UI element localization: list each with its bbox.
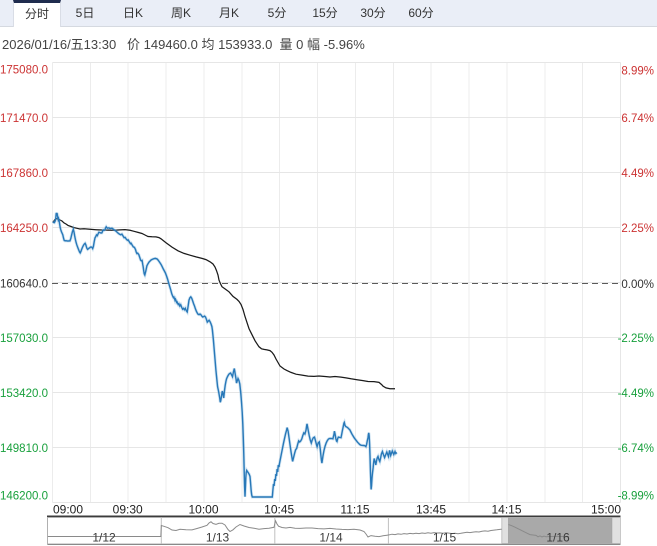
svg-text:171470.0: 171470.0 (0, 113, 48, 125)
svg-text:4.49%: 4.49% (621, 168, 654, 180)
svg-text:1/16: 1/16 (546, 531, 570, 545)
svg-text:146200.0: 146200.0 (0, 491, 48, 503)
svg-text:0.00%: 0.00% (621, 279, 654, 291)
svg-text:09:30: 09:30 (113, 503, 143, 517)
svg-text:11:15: 11:15 (340, 503, 369, 517)
svg-text:6.74%: 6.74% (621, 113, 654, 125)
svg-text:2.25%: 2.25% (621, 223, 654, 235)
svg-text:-2.25%: -2.25% (618, 333, 654, 345)
svg-text:14:15: 14:15 (491, 503, 521, 517)
svg-text:-6.74%: -6.74% (618, 443, 654, 455)
svg-text:1/13: 1/13 (206, 531, 230, 545)
svg-text:175080.0: 175080.0 (0, 65, 48, 77)
svg-text:164250.0: 164250.0 (0, 223, 48, 235)
svg-text:-8.99%: -8.99% (618, 491, 654, 503)
svg-text:1/14: 1/14 (319, 531, 343, 545)
svg-text:13:45: 13:45 (416, 503, 446, 517)
svg-text:153420.0: 153420.0 (0, 388, 48, 400)
svg-text:8.99%: 8.99% (621, 66, 654, 78)
svg-text:167860.0: 167860.0 (0, 168, 48, 180)
svg-text:10:45: 10:45 (264, 503, 294, 517)
svg-text:160640.0: 160640.0 (0, 279, 48, 291)
svg-text:149810.0: 149810.0 (0, 443, 48, 455)
svg-text:09:00: 09:00 (53, 503, 83, 517)
svg-text:1/15: 1/15 (433, 531, 457, 545)
svg-text:-4.49%: -4.49% (618, 388, 654, 400)
svg-text:1/12: 1/12 (92, 531, 116, 545)
svg-text:10:00: 10:00 (188, 503, 218, 517)
svg-text:15:00: 15:00 (591, 503, 621, 517)
svg-text:157030.0: 157030.0 (0, 333, 48, 345)
